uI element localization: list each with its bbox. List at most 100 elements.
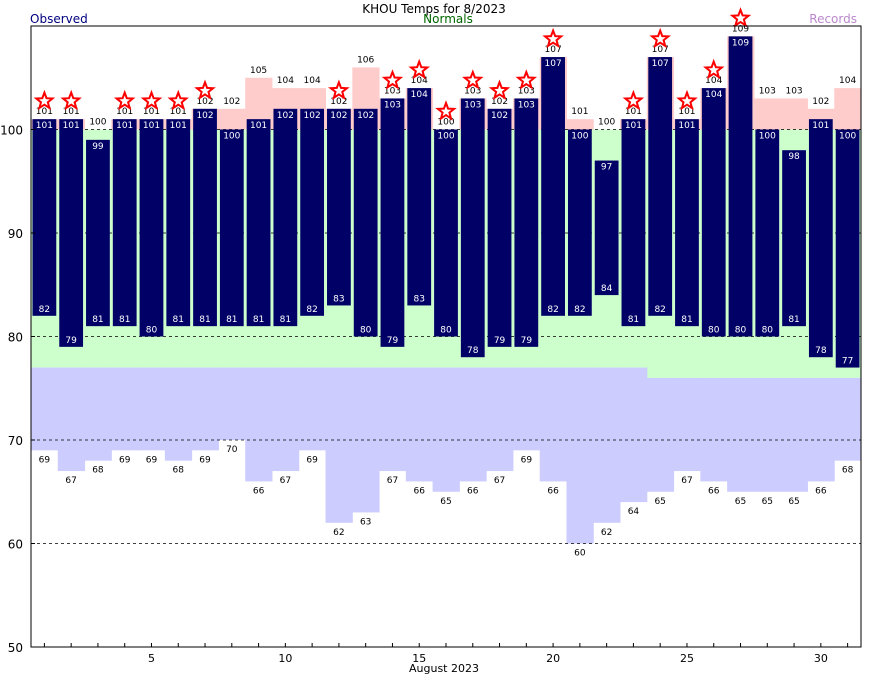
observed-high-label: 102 [304, 111, 321, 121]
record-low-label: 64 [628, 507, 640, 517]
record-star-icon [113, 89, 136, 111]
record-star-icon [435, 100, 457, 121]
observed-low-label: 81 [681, 315, 692, 325]
observed-label: Observed [30, 12, 88, 26]
observed-high-label: 104 [411, 90, 428, 100]
record-low-bar [138, 367, 166, 451]
record-high-label: 102 [223, 97, 240, 107]
observed-bar [701, 88, 726, 337]
x-tick-label: 25 [680, 652, 694, 665]
observed-high-label: 97 [601, 163, 612, 173]
record-high-label: 106 [357, 55, 374, 65]
observed-low-label: 81 [92, 315, 103, 325]
record-low-bar [191, 367, 219, 451]
observed-low-label: 83 [333, 294, 344, 304]
observed-low-label: 81 [226, 315, 237, 325]
record-high-label: 100 [437, 118, 454, 128]
x-tick-label: 10 [278, 652, 292, 665]
record-low-label: 67 [494, 476, 505, 486]
record-high-label: 101 [571, 107, 588, 117]
observed-low-label: 82 [306, 305, 317, 315]
observed-low-label: 81 [280, 315, 291, 325]
record-low-label: 69 [146, 455, 158, 465]
observed-high-label: 100 [759, 132, 776, 142]
record-high-label: 101 [678, 107, 695, 117]
observed-bar [380, 98, 405, 347]
record-high-label: 102 [330, 97, 347, 107]
record-high-bar [566, 119, 594, 130]
record-low-label: 69 [521, 455, 533, 465]
record-high-bar [834, 88, 862, 130]
observed-low-label: 79 [65, 336, 77, 346]
observed-high-label: 107 [652, 59, 669, 69]
y-tick-label: 80 [8, 331, 23, 345]
record-low-bar [379, 367, 407, 472]
record-star-icon [622, 89, 645, 111]
record-low-label: 66 [467, 486, 479, 496]
record-low-label: 66 [815, 486, 827, 496]
record-star-icon [60, 89, 82, 111]
record-low-label: 65 [440, 497, 451, 507]
observed-high-label: 101 [36, 121, 53, 131]
observed-high-label: 103 [518, 100, 535, 110]
record-low-bar [405, 367, 434, 482]
record-low-bar [486, 367, 514, 472]
record-high-bar [218, 108, 246, 130]
record-low-bar [459, 367, 487, 482]
observed-low-label: 77 [842, 357, 853, 367]
record-high-label: 102 [491, 97, 508, 107]
record-high-bar [753, 98, 782, 130]
record-low-bar [620, 367, 648, 503]
record-high-label: 104 [277, 76, 294, 86]
record-low-bar [780, 377, 808, 492]
record-low-bar [57, 367, 86, 472]
record-star-icon [328, 79, 350, 101]
record-high-label: 104 [304, 76, 321, 86]
observed-high-label: 101 [63, 121, 80, 131]
record-low-label: 68 [92, 466, 104, 476]
observed-high-label: 109 [732, 38, 749, 48]
record-star-icon [676, 89, 698, 111]
observed-bar [139, 119, 164, 337]
record-star-icon [462, 69, 484, 90]
record-low-bar [271, 367, 300, 472]
record-star-icon [488, 79, 511, 101]
observed-low-label: 79 [494, 336, 506, 346]
record-high-bar [780, 98, 808, 130]
x-tick-label: 20 [546, 652, 560, 665]
record-star-icon [381, 69, 404, 90]
x-axis-title: August 2023 [409, 662, 479, 675]
record-low-label: 66 [708, 486, 720, 496]
record-low-bar [673, 377, 701, 472]
record-low-bar [593, 367, 621, 523]
observed-bar [112, 119, 137, 327]
observed-bar [675, 119, 699, 327]
observed-low-label: 82 [574, 305, 585, 315]
record-low-bar [512, 367, 541, 451]
y-tick-label: 50 [8, 641, 23, 655]
record-high-label: 101 [170, 107, 187, 117]
observed-high-label: 107 [545, 59, 562, 69]
record-star-icon [649, 27, 671, 49]
observed-bar [59, 119, 84, 347]
observed-bar [273, 108, 298, 327]
record-high-label: 109 [732, 24, 749, 34]
observed-low-label: 78 [815, 346, 827, 356]
record-low-label: 67 [65, 476, 76, 486]
record-star-icon [33, 89, 56, 111]
observed-low-label: 81 [173, 315, 184, 325]
x-tick-label: 30 [814, 652, 828, 665]
record-high-label: 102 [196, 97, 213, 107]
record-high-label: 101 [143, 107, 160, 117]
y-tick-label: 100 [0, 124, 23, 138]
record-low-bar [164, 367, 193, 461]
record-low-label: 69 [39, 455, 51, 465]
observed-low-label: 79 [387, 336, 399, 346]
observed-high-label: 102 [491, 111, 508, 121]
record-high-label: 100 [598, 118, 615, 128]
record-low-label: 67 [280, 476, 291, 486]
record-star-icon [194, 79, 216, 101]
record-star-icon [703, 58, 725, 80]
observed-high-label: 98 [788, 152, 800, 162]
